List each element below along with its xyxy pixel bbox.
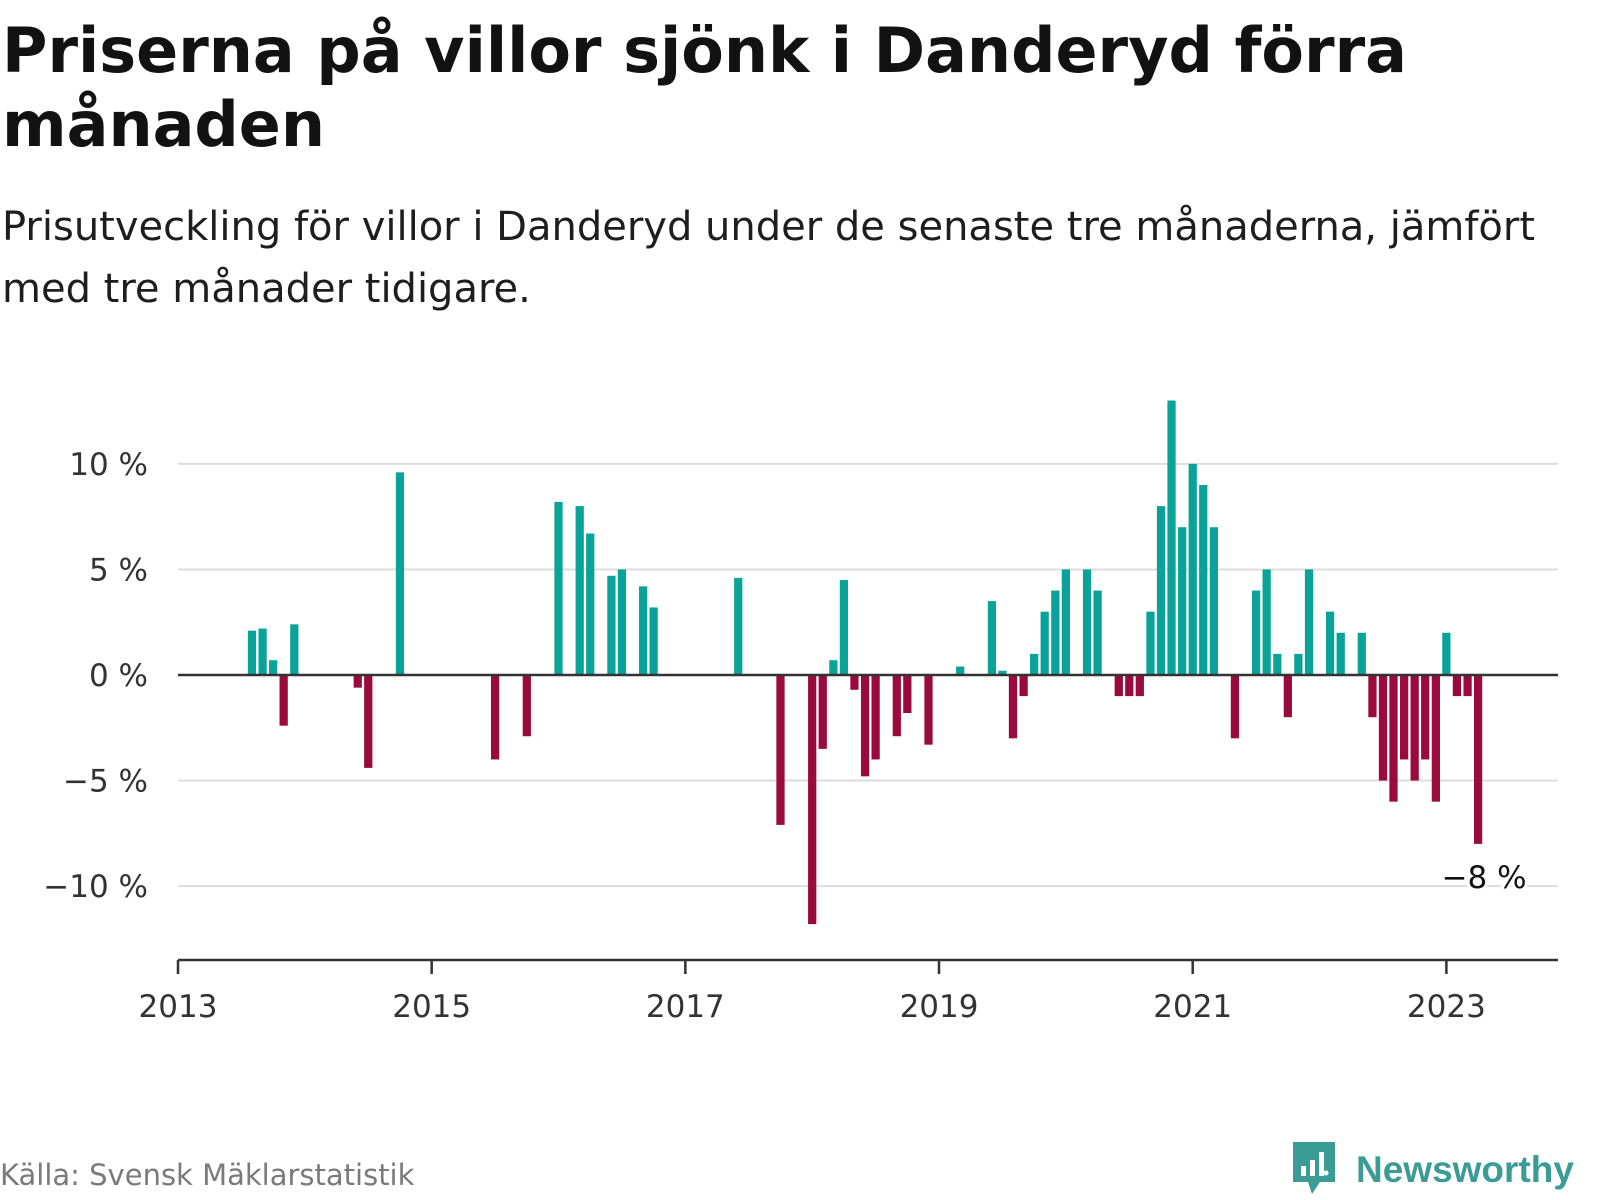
bar xyxy=(924,675,933,745)
bar xyxy=(1304,569,1314,675)
y-tick-label: −5 % xyxy=(63,764,148,800)
x-tick-label: 2019 xyxy=(900,989,979,1025)
bar xyxy=(1378,675,1388,781)
bar xyxy=(1051,590,1060,675)
bar xyxy=(1452,675,1462,697)
bar xyxy=(860,675,870,777)
bar xyxy=(1114,675,1123,697)
bar xyxy=(490,675,500,760)
bar xyxy=(850,675,859,690)
bar xyxy=(290,624,299,675)
bar-chart: 10 % 5 % 0 % −5 % −10 % 2013 2015 2017 2019 2021 2… xyxy=(43,400,1558,1025)
bar xyxy=(554,501,563,675)
bar xyxy=(871,675,880,760)
bar xyxy=(1421,675,1430,760)
bar xyxy=(1410,675,1419,781)
bar xyxy=(1262,569,1271,675)
bar xyxy=(839,580,849,675)
bar xyxy=(776,675,785,825)
bar xyxy=(1156,506,1166,675)
bar xyxy=(1357,632,1366,675)
bar xyxy=(1082,569,1092,675)
bar xyxy=(1167,400,1176,675)
bar xyxy=(1188,463,1197,675)
bar xyxy=(1135,675,1144,697)
x-tick-label: 2013 xyxy=(139,989,218,1025)
bar xyxy=(1178,527,1187,675)
bar xyxy=(617,569,627,675)
bar xyxy=(607,575,616,675)
bar xyxy=(1463,675,1472,697)
bar xyxy=(808,675,817,925)
bar xyxy=(1442,632,1451,675)
bar xyxy=(1019,675,1028,697)
bar xyxy=(1473,675,1483,844)
bar xyxy=(279,675,288,726)
bar xyxy=(522,675,531,737)
bar xyxy=(1273,653,1282,675)
bar xyxy=(1040,611,1049,675)
x-tick-label: 2017 xyxy=(646,989,725,1025)
bar xyxy=(1209,527,1219,675)
bar xyxy=(247,630,257,675)
x-tick-label: 2023 xyxy=(1407,989,1486,1025)
bar xyxy=(1336,632,1345,675)
bar xyxy=(903,675,912,713)
bar-value-label: −8 % xyxy=(1442,860,1527,896)
y-tick-label: −10 % xyxy=(43,869,148,905)
bar xyxy=(1030,653,1039,675)
bar xyxy=(1008,675,1018,739)
bar xyxy=(586,533,595,675)
x-tick-label: 2015 xyxy=(392,989,471,1025)
bar xyxy=(1061,569,1070,675)
source-note: Källa: Svensk Mäklarstatistik xyxy=(0,1158,415,1192)
grid-layer xyxy=(178,462,1558,888)
y-tick-label: 10 % xyxy=(69,447,148,483)
bar xyxy=(734,577,743,675)
chart-subtitle: Prisutveckling för villor i Danderyd und… xyxy=(2,204,1536,312)
bar xyxy=(998,670,1007,675)
bar xyxy=(638,586,648,675)
chart-title: Priserna på villor sjönk i Danderyd förr… xyxy=(2,14,1408,161)
bar xyxy=(1294,653,1303,675)
bar xyxy=(1230,675,1240,739)
bar xyxy=(364,675,373,768)
bar xyxy=(353,675,362,688)
bar xyxy=(1093,590,1102,675)
bar xyxy=(269,660,278,675)
bar xyxy=(818,675,827,749)
brand-name: Newsworthy xyxy=(1356,1149,1574,1190)
label-layer: −8 % xyxy=(1439,857,1530,899)
bar xyxy=(258,628,267,675)
bar xyxy=(1400,675,1409,760)
bar xyxy=(1389,675,1398,802)
bar xyxy=(1252,590,1261,675)
bar xyxy=(395,472,405,675)
bar xyxy=(1368,675,1377,718)
bar xyxy=(892,675,901,737)
bar xyxy=(1283,675,1292,718)
bar-layer xyxy=(247,400,1483,925)
bar xyxy=(1431,675,1440,802)
x-tick-label: 2021 xyxy=(1153,989,1232,1025)
bar xyxy=(956,666,965,675)
axis-layer: 10 % 5 % 0 % −5 % −10 % 2013 2015 2017 2019 2021 2… xyxy=(43,447,1558,1025)
bar xyxy=(649,607,658,675)
bar xyxy=(1325,611,1335,675)
brand-logo[interactable]: Newsworthy xyxy=(1290,1140,1574,1200)
y-tick-label: 0 % xyxy=(89,658,148,694)
bar xyxy=(1125,675,1134,697)
bar xyxy=(987,601,997,675)
y-tick-label: 5 % xyxy=(89,552,148,588)
bar xyxy=(1146,611,1155,675)
bar xyxy=(575,506,584,675)
bar xyxy=(1199,485,1208,675)
bar xyxy=(829,660,838,675)
newsworthy-logo-icon xyxy=(1290,1140,1338,1200)
